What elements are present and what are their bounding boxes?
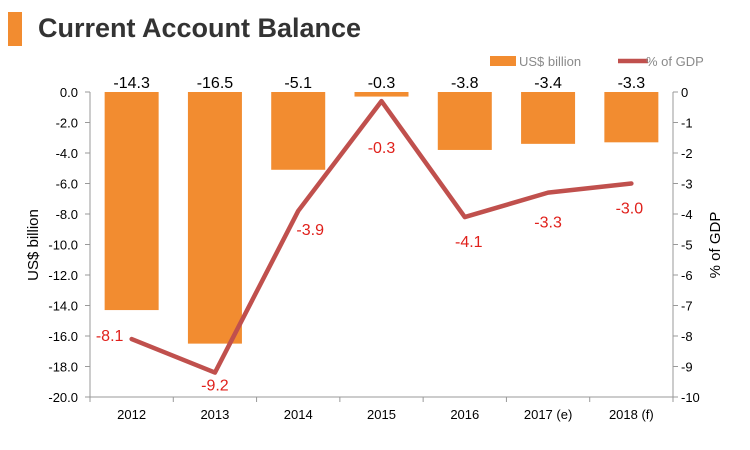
y-axis-label-right: % of GDP [707, 212, 724, 279]
bar [104, 92, 159, 311]
right-tick-label: -8 [681, 329, 693, 344]
line-value-label: -3.3 [534, 215, 562, 232]
bar [187, 92, 242, 344]
legend: US$ billion % of GDP [490, 54, 704, 69]
right-tick-label: -6 [681, 268, 693, 283]
bar [521, 92, 576, 144]
right-tick-label: 0 [681, 85, 688, 100]
page-title: Current Account Balance [38, 13, 362, 43]
x-tick-label: 2015 [367, 407, 396, 422]
left-tick-label: -10.0 [48, 238, 78, 253]
legend-bar-label: US$ billion [519, 54, 581, 69]
bar [271, 92, 326, 170]
left-tick-label: -8.0 [56, 207, 78, 222]
line-series: -8.1 -9.2 -3.9 -0.3 -4.1 -3.3 -3.0 [96, 98, 644, 395]
right-tick-label: -7 [681, 299, 693, 314]
line-value-label: -3.9 [296, 222, 324, 239]
title-accent-bar [8, 12, 22, 46]
left-axis: 0.0 -2.0 -4.0 -6.0 -8.0 -10.0 -12.0 -14.0 -16.0 -… [48, 85, 91, 405]
gdp-line [129, 98, 634, 375]
right-tick-label: -4 [681, 207, 693, 222]
right-tick-label: -5 [681, 238, 693, 253]
y-axis-label-left: US$ billion [25, 209, 42, 281]
bar-value-label: -3.8 [451, 75, 479, 92]
right-tick-label: -9 [681, 360, 693, 375]
left-tick-label: -2.0 [56, 116, 78, 131]
bar [604, 92, 659, 143]
left-tick-label: -12.0 [48, 268, 78, 283]
left-tick-label: -20.0 [48, 390, 78, 405]
right-axis: 0 -1 -2 -3 -4 -5 -6 -7 -8 -9 -10 [672, 85, 700, 405]
line-value-label: -9.2 [201, 378, 229, 395]
x-tick-label: 2016 [450, 407, 479, 422]
bar-value-label: -16.5 [197, 75, 234, 92]
line-value-label: -3.0 [616, 201, 644, 218]
x-tick-label: 2012 [117, 407, 146, 422]
left-tick-label: -14.0 [48, 299, 78, 314]
left-tick-label: -6.0 [56, 177, 78, 192]
bar-value-label: -5.1 [284, 75, 312, 92]
left-tick-label: 0.0 [60, 85, 78, 100]
left-tick-label: -4.0 [56, 146, 78, 161]
bar [354, 92, 409, 97]
x-tick-label: 2014 [284, 407, 313, 422]
x-axis: 2012 2013 2014 2015 2016 2017 (e) 2018 (f) [89, 396, 674, 422]
x-tick-label: 2018 (f) [609, 407, 654, 422]
bar-value-label: -14.3 [113, 75, 150, 92]
legend-line-label: % of GDP [646, 54, 704, 69]
bar [437, 92, 492, 150]
line-value-label: -8.1 [96, 328, 124, 345]
line-value-label: -0.3 [368, 140, 396, 157]
x-tick-label: 2017 (e) [524, 407, 572, 422]
right-tick-label: -3 [681, 177, 693, 192]
bar-value-label: -3.3 [618, 75, 646, 92]
left-tick-label: -16.0 [48, 329, 78, 344]
bar-value-label: -0.3 [368, 75, 396, 92]
x-tick-label: 2013 [200, 407, 229, 422]
right-tick-label: -1 [681, 116, 693, 131]
bar-value-label: -3.4 [534, 75, 562, 92]
right-tick-label: -2 [681, 146, 693, 161]
left-tick-label: -18.0 [48, 360, 78, 375]
right-tick-label: -10 [681, 390, 700, 405]
line-value-label: -4.1 [455, 234, 483, 251]
legend-bar-swatch [490, 56, 516, 66]
bar-series: -14.3 -16.5 -5.1 -0.3 -3.8 -3.4 -3.3 [104, 75, 659, 344]
